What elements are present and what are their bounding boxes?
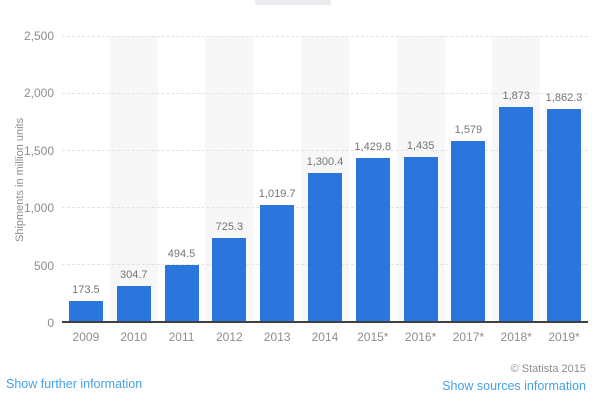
bar[interactable]: [116, 286, 151, 321]
bar-slot: 1,873: [492, 36, 540, 321]
x-tick-label: 2009: [72, 330, 100, 344]
bar[interactable]: [403, 157, 438, 321]
bar-value-label: 1,435: [406, 140, 435, 153]
bar[interactable]: [355, 158, 390, 321]
y-tick-label: 500: [33, 258, 54, 273]
show-sources-information-link[interactable]: Show sources information: [442, 379, 586, 393]
bar-slot: 1,019.7: [253, 36, 301, 321]
chart-title-placeholder: [255, 0, 331, 5]
bar-value-label: 725.3: [215, 221, 244, 234]
bar-slot: 1,435: [397, 36, 445, 321]
x-tick-label: 2017*: [452, 330, 485, 344]
bar-value-label: 1,019.7: [258, 187, 296, 200]
bars-layer: 173.5 304.7 494.5 725.3 1,019.7 1,300.4 1,429.…: [62, 36, 588, 321]
bar-value-label: 1,300.4: [306, 155, 344, 168]
y-tick-label: 0: [47, 316, 54, 330]
gridline: [62, 36, 588, 37]
gridline: [62, 93, 588, 94]
bar-slot: 1,579: [445, 36, 493, 321]
bar[interactable]: [547, 108, 581, 321]
bar[interactable]: [212, 238, 247, 321]
x-tick-label: 2011: [168, 330, 195, 344]
x-tick-label: 2016*: [404, 330, 437, 344]
bar-slot: 1,862.3: [540, 36, 588, 321]
bar[interactable]: [499, 107, 534, 321]
x-tick-label: 2010: [120, 330, 148, 344]
bar-slot: 725.3: [205, 36, 253, 321]
bar-value-label: 1,429.8: [354, 141, 392, 154]
x-tick-label: 2015*: [357, 330, 389, 344]
x-tick-label: 2012: [215, 330, 243, 344]
x-axis-labels: 2009 2010 2011 2012 2013 2014 2015* 2016* 2017* 2…: [62, 330, 588, 344]
plot-area: 173.5 304.7 494.5 725.3 1,019.7 1,300.4 1,429.…: [62, 36, 588, 323]
x-tick-label: 2013: [263, 330, 291, 344]
show-further-information-link[interactable]: Show further information: [6, 377, 143, 391]
y-tick-label: 1,500: [23, 143, 54, 158]
bar-value-label: 494.5: [167, 247, 196, 260]
x-tick-label: 2018*: [500, 330, 532, 344]
x-tick-label: 2019*: [548, 330, 580, 344]
bar[interactable]: [260, 204, 295, 321]
bar-value-label: 1,579: [454, 124, 483, 136]
copyright-notice: © Statista 2015: [510, 363, 586, 375]
bar-slot: 494.5: [158, 36, 206, 321]
bar-value-label: 1,873: [502, 90, 530, 103]
bar[interactable]: [164, 264, 199, 321]
bar-value-label: 304.7: [119, 269, 148, 282]
y-tick-label: 1,000: [23, 201, 54, 216]
bar-slot: 1,429.8: [349, 36, 397, 321]
bar-slot: 304.7: [110, 36, 158, 321]
gridline: [62, 150, 588, 151]
bar-slot: 173.5: [62, 36, 110, 321]
column-band: [109, 36, 158, 321]
x-tick-label: 2014: [311, 330, 339, 344]
bar[interactable]: [68, 301, 103, 321]
bar-slot: 1,300.4: [301, 36, 349, 321]
bar[interactable]: [308, 172, 342, 321]
bar-value-label: 1,862.3: [545, 91, 583, 104]
bar[interactable]: [451, 141, 486, 321]
y-axis-tick-labels: 2,500 2,000 1,500 1,000 500 0: [0, 30, 54, 329]
y-tick-label: 2,500: [23, 29, 54, 43]
y-tick-label: 2,000: [23, 86, 54, 101]
bar-value-label: 173.5: [72, 284, 100, 297]
